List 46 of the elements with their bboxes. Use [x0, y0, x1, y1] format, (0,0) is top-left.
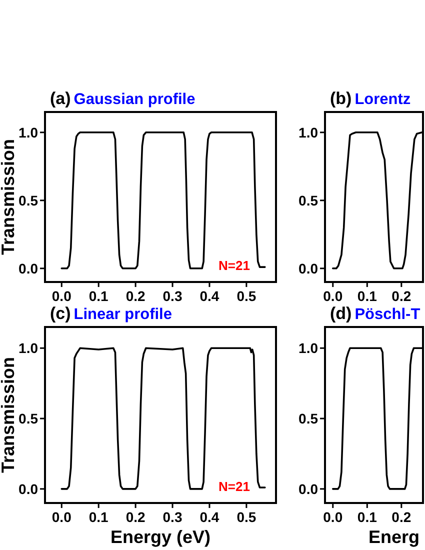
chart-subtitle: Pöschl-T [354, 306, 421, 323]
x-tick-label: 0.2 [126, 509, 146, 525]
x-tick-label: 0.0 [323, 509, 343, 525]
y-tick-label: 1.0 [18, 340, 38, 356]
chart-title: (a) [50, 89, 71, 108]
line-series [60, 347, 266, 490]
x-tick-label: 0.4 [200, 509, 220, 525]
y-axis-title: Transmission [0, 138, 18, 256]
x-axis-title: Energ [368, 527, 420, 547]
x-tick-label: 0.1 [357, 288, 378, 304]
x-axis-title: Energy (eV) [110, 527, 211, 547]
chart-subtitle: Lorentz [354, 91, 411, 108]
annotation: N=21 [218, 258, 250, 273]
y-tick-label: 0.0 [18, 260, 38, 276]
line-series [60, 132, 266, 270]
chart-subtitle: Linear profile [74, 306, 172, 323]
y-tick-label: 0.5 [298, 410, 318, 426]
x-tick-label: 0.3 [162, 509, 182, 525]
chart-title: (c) [50, 304, 71, 323]
y-tick-label: 0.0 [298, 260, 318, 276]
x-tick-label: 0.1 [88, 509, 109, 525]
x-tick-label: 0.2 [392, 509, 412, 525]
y-tick-label: 0.0 [18, 480, 38, 497]
x-tick-label: 0.2 [392, 288, 412, 304]
y-tick-label: 0.5 [18, 192, 38, 208]
y-axis-title: Transmission [0, 356, 18, 474]
x-tick-label: 0.0 [52, 288, 72, 304]
chart-title: (d) [330, 304, 352, 323]
x-tick-label: 0.5 [236, 288, 256, 304]
x-tick-label: 0.2 [126, 288, 146, 304]
y-tick-label: 0.5 [18, 410, 38, 426]
x-tick-label: 0.1 [88, 288, 109, 304]
x-tick-label: 0.4 [200, 288, 220, 304]
y-tick-label: 1.0 [298, 340, 318, 356]
x-tick-label: 0.3 [162, 288, 182, 304]
y-tick-label: 0.0 [298, 480, 318, 497]
chart-subtitle: Gaussian profile [74, 91, 196, 108]
x-tick-label: 0.5 [236, 509, 256, 525]
chart-title: (b) [330, 89, 352, 108]
y-tick-label: 1.0 [18, 124, 38, 140]
x-tick-label: 0.0 [323, 288, 343, 304]
annotation: N=21 [218, 479, 250, 494]
x-tick-label: 0.0 [52, 509, 72, 525]
y-tick-label: 1.0 [298, 124, 318, 140]
y-tick-label: 0.5 [298, 192, 318, 208]
x-tick-label: 0.1 [357, 509, 378, 525]
